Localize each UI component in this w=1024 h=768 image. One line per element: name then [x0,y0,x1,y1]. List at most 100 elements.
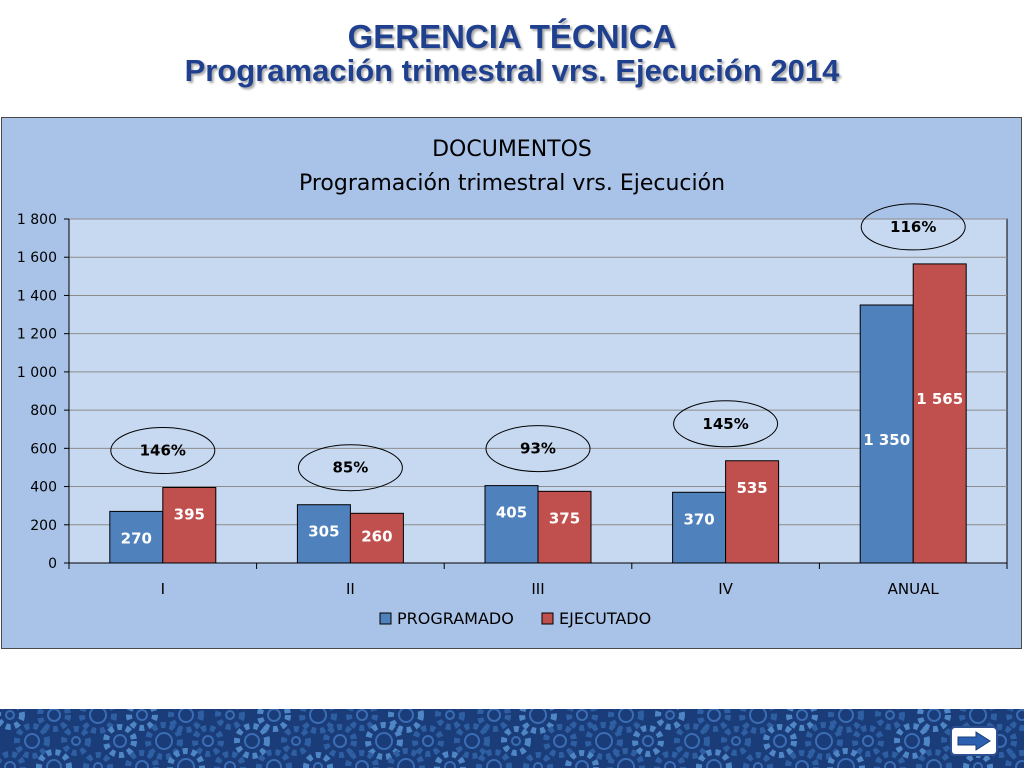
gear-hub [553,734,567,748]
gear-shape [674,723,710,759]
right-arrow-icon [950,726,998,756]
gear-hub [135,760,149,768]
gear-shape [192,725,224,757]
gear-shape [523,752,553,768]
gear-shape [145,722,183,760]
gear-shape [477,709,511,732]
y-tick-label: 1 400 [17,288,57,304]
gear-shape [434,751,466,768]
bar-data-label: 1 350 [863,431,910,449]
gear-hub [202,735,214,747]
gear-shape [1005,750,1024,768]
bar-data-label: 305 [308,523,339,541]
gear-shape [37,709,71,732]
gear-shape [786,709,818,731]
gear-hub [178,709,194,723]
gear-hub [904,733,920,749]
gear-shape [412,725,444,757]
percentage-ellipse [673,400,779,448]
y-tick-label: 0 [48,556,57,572]
gear-shape [721,726,751,756]
chart-area: DOCUMENTOS Programación trimestral vrs. E… [1,117,1022,649]
bar-ejecutado [537,490,592,564]
bar-programado [296,504,351,564]
gear-shape [346,709,378,731]
percentage-label: 145% [702,415,748,433]
gear-hub [5,710,15,720]
percentage-label: 116% [890,218,936,236]
gear-hub [796,709,808,721]
gear-hub [136,709,148,721]
gear-hub [24,733,40,749]
gear-hub [177,758,195,768]
gear-shape [655,709,685,730]
gear-shape [566,709,598,731]
x-tick-label: II [346,580,355,598]
gear-shape [0,709,25,730]
gear-shape [388,709,424,733]
gear-hub [487,709,501,722]
gear-shape [917,709,951,732]
gear-hub [837,758,855,768]
gear-shape [763,724,797,758]
gear-hub [1016,709,1024,721]
next-slide-button[interactable] [950,726,998,756]
gear-shape [963,752,993,768]
gear-hub [313,762,323,768]
gear-shape [435,709,465,730]
gear-shape [608,709,644,733]
bar-programado [484,485,539,564]
gear-hub [884,761,896,768]
gear-shape [875,709,905,730]
gear-hub [815,732,833,750]
bar-ejecutado [162,487,217,564]
legend-swatch [541,612,554,625]
gear-shape [168,709,204,733]
x-tick-label: I [161,580,165,598]
gear-hub [665,710,675,720]
gear-hub [486,759,502,768]
gear-hub [398,709,414,723]
gear-hub [862,735,874,747]
gear-shape [543,724,577,758]
y-tick-label: 1 200 [17,327,57,343]
gear-shape [697,709,731,732]
slide-title: GERENCIA TÉCNICA [347,18,677,55]
gear-shape [696,749,732,768]
percentage-ellipse [860,203,966,251]
footer-gear-band [0,709,1024,768]
gear-hub [753,762,763,768]
bar-ejecutado [912,263,967,564]
gear-hub [927,709,941,722]
gear-hub [89,709,107,724]
gear-shape [874,751,906,768]
gear-shape [565,750,599,768]
gear-shape [501,726,531,756]
percentage-ellipse [485,425,591,473]
bar-programado [859,304,914,564]
gear-hub [749,709,767,724]
gear-shape [215,709,245,730]
gear-hub [731,736,741,746]
y-tick-label: 200 [30,518,57,534]
gear-hub [71,736,81,746]
gear-hub [684,733,700,749]
y-tick-label: 1 600 [17,250,57,266]
gear-shape [743,752,773,768]
gear-shape [103,724,137,758]
gear-hub [397,758,415,768]
gear-hub [773,734,787,748]
percentage-label: 93% [520,440,556,458]
slide-subtitle: Programación trimestral vrs. Ejecución 2… [184,53,840,88]
x-tick-label: III [531,580,544,598]
y-tick-label: 800 [30,403,57,419]
gear-hub [444,761,456,768]
gear-hub [113,734,127,748]
gear-hub [795,760,809,768]
gear-hub [618,709,634,723]
gear-hub [595,732,613,750]
gear-hub [529,709,547,724]
gear-hub [266,759,282,768]
gear-shape [323,724,357,758]
legend-swatch [379,612,392,625]
